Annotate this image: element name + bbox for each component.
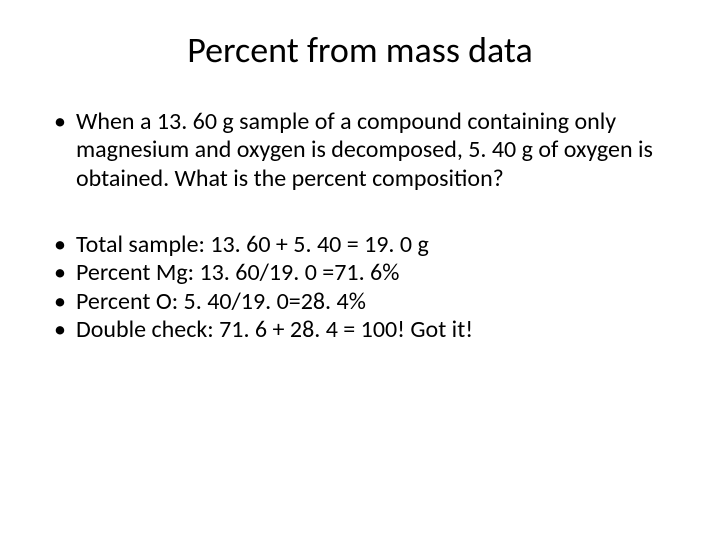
bullet-text: When a 13. 60 g sample of a compound con… [76,107,653,193]
bullet-group-calculation: Total sample: 13. 60 + 5. 40 = 19. 0 g P… [48,231,672,344]
bullet-text: Total sample: 13. 60 + 5. 40 = 19. 0 g [76,230,429,259]
list-item: Percent Mg: 13. 60/19. 0 =71. 6% [48,259,672,287]
list-item: Percent O: 5. 40/19. 0=28. 4% [48,288,672,316]
bullet-text: Percent Mg: 13. 60/19. 0 =71. 6% [76,258,399,287]
slide-title: Percent from mass data [48,28,672,72]
bullet-text: Percent O: 5. 40/19. 0=28. 4% [76,287,366,316]
list-item: Total sample: 13. 60 + 5. 40 = 19. 0 g [48,231,672,259]
list-item: When a 13. 60 g sample of a compound con… [48,108,672,193]
bullet-text: Double check: 71. 6 + 28. 4 = 100! Got i… [76,315,473,344]
list-item: Double check: 71. 6 + 28. 4 = 100! Got i… [48,316,672,344]
bullet-group-question: When a 13. 60 g sample of a compound con… [48,108,672,193]
slide: Percent from mass data When a 13. 60 g s… [0,0,720,540]
